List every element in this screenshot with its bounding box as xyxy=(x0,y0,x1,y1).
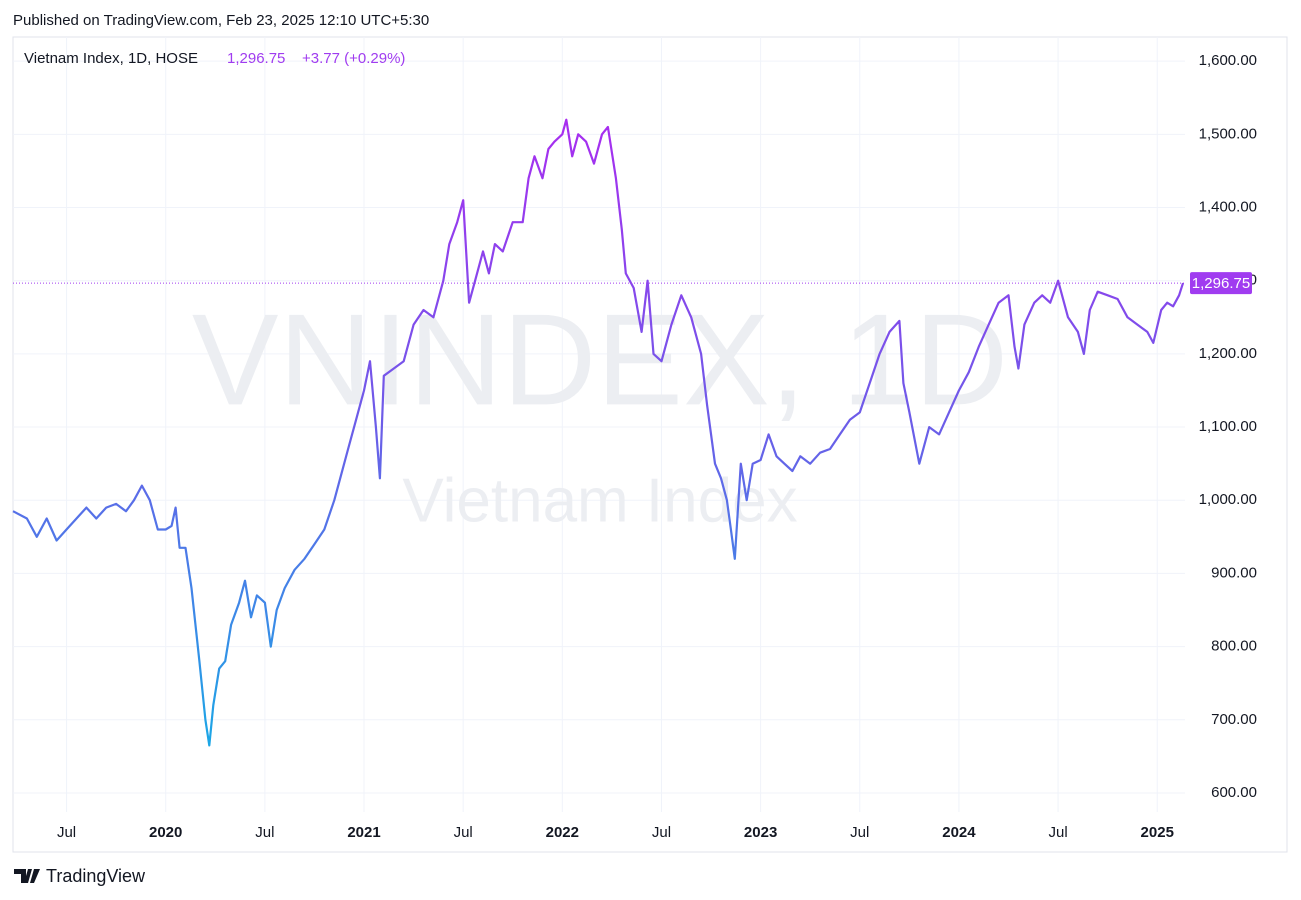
published: Published on TradingView.com, Feb 23, 20… xyxy=(13,12,429,29)
y-tick-label: 800.00 xyxy=(1211,638,1257,655)
legend-title: Vietnam Index, 1D, HOSE xyxy=(24,50,198,67)
last-price-label: 1,296.75 xyxy=(1192,275,1250,292)
y-tick-label: 1,500.00 xyxy=(1199,125,1257,142)
x-tick-label: Jul xyxy=(454,824,473,841)
x-tick-label: Jul xyxy=(1048,824,1067,841)
x-tick-label: Jul xyxy=(57,824,76,841)
legend-price: 1,296.75 xyxy=(227,50,285,67)
x-tick-label: Jul xyxy=(255,824,274,841)
chart-frame xyxy=(12,36,1288,853)
y-tick-label: 1,600.00 xyxy=(1199,52,1257,69)
price-line xyxy=(12,118,1185,747)
x-tick-label: 2020 xyxy=(149,824,182,841)
brand-logo xyxy=(14,869,40,883)
y-tick-label: 700.00 xyxy=(1211,711,1257,728)
watermark: VNINDEX, 1D xyxy=(192,286,1008,432)
x-tick-label: Jul xyxy=(652,824,671,841)
y-tick-label: 1,000.00 xyxy=(1199,491,1257,508)
x-tick-label: 2025 xyxy=(1141,824,1174,841)
y-tick-label: 600.00 xyxy=(1211,784,1257,801)
last-price-badge xyxy=(1190,272,1252,295)
brand: TradingView xyxy=(46,866,146,886)
y-tick-label: 1,400.00 xyxy=(1199,198,1257,215)
y-tick-label: 900.00 xyxy=(1211,564,1257,581)
y-tick-label: 1,100.00 xyxy=(1199,418,1257,435)
x-tick-label: 2024 xyxy=(942,824,976,841)
y-tick-label: 1,200.00 xyxy=(1199,345,1257,362)
legend-change: +3.77 (+0.29%) xyxy=(302,50,405,67)
x-tick-label: 2022 xyxy=(546,824,579,841)
x-tick-label: 2023 xyxy=(744,824,777,841)
watermark-name: Vietnam Index xyxy=(402,466,797,535)
x-tick-label: 2021 xyxy=(347,824,380,841)
x-tick-label: Jul xyxy=(850,824,869,841)
